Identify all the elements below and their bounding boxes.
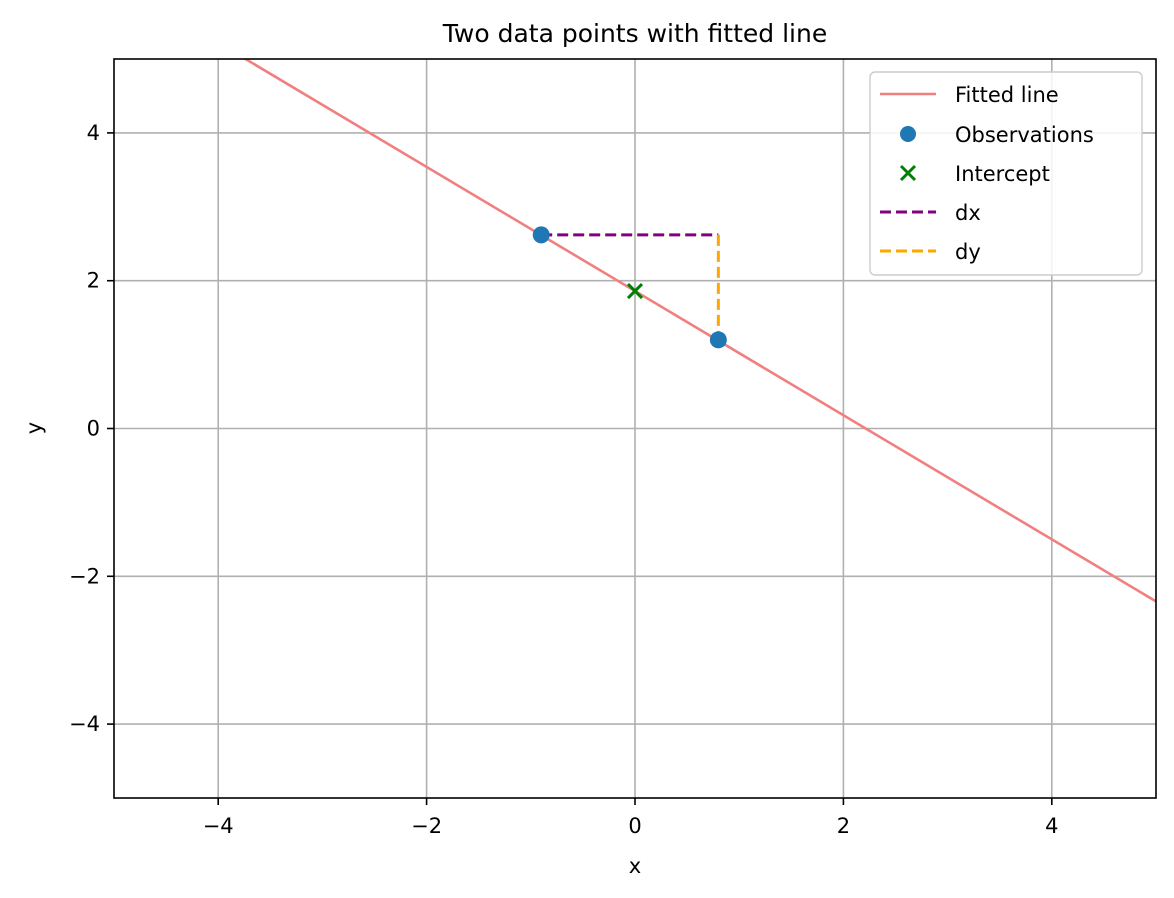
legend-intercept-label: Intercept bbox=[955, 162, 1050, 186]
legend-intercept-swatch bbox=[899, 164, 917, 182]
chart-title: Two data points with fitted line bbox=[442, 19, 827, 48]
legend-fitted-line-label: Fitted line bbox=[955, 83, 1059, 107]
intercept-marker-stroke bbox=[626, 282, 644, 300]
y-tick-label: −4 bbox=[69, 712, 100, 736]
legend-dy-label: dy bbox=[955, 240, 981, 264]
observation-point bbox=[709, 331, 727, 349]
observation-point bbox=[532, 226, 550, 244]
legend-intercept-stroke bbox=[899, 164, 917, 182]
legend-dx-label: dx bbox=[955, 201, 981, 225]
legend-box bbox=[869, 71, 1143, 276]
observation-points bbox=[532, 226, 727, 349]
y-tick-label: −2 bbox=[69, 564, 100, 588]
x-tick-label: −4 bbox=[203, 814, 234, 838]
y-tick-label: 4 bbox=[87, 121, 100, 145]
y-tick-label: 2 bbox=[87, 269, 100, 293]
y-axis-label: y bbox=[22, 422, 46, 434]
x-tick-label: 2 bbox=[837, 814, 850, 838]
x-axis-label: x bbox=[629, 854, 641, 878]
y-tick-label: 0 bbox=[87, 417, 100, 441]
x-tick-label: 4 bbox=[1045, 814, 1058, 838]
legend-observations-swatch bbox=[900, 126, 916, 142]
legend: Fitted line Observations Intercept dx dy bbox=[869, 71, 1143, 276]
x-tick-label: −2 bbox=[411, 814, 442, 838]
x-tick-label: 0 bbox=[628, 814, 641, 838]
legend-observations-label: Observations bbox=[955, 123, 1094, 147]
x-axis-ticks: −4 −2 0 2 4 bbox=[203, 798, 1058, 838]
y-axis-ticks: −4 −2 0 2 4 bbox=[69, 121, 114, 736]
intercept-marker bbox=[626, 282, 644, 300]
